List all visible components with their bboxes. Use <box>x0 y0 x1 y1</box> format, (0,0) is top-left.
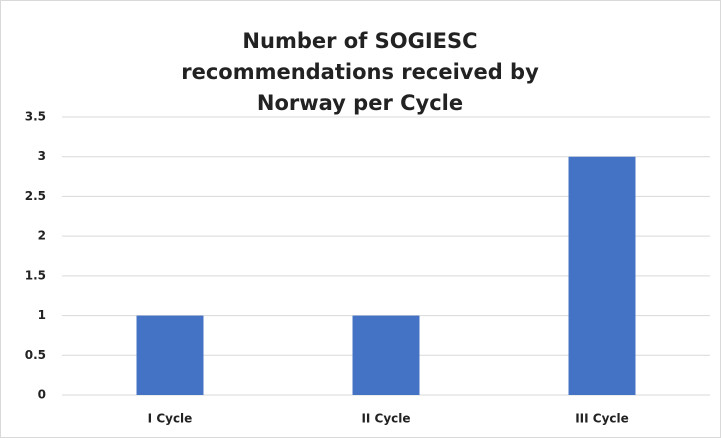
y-tick-label: 2.5 <box>25 189 46 203</box>
y-tick-label: 1.5 <box>25 268 46 282</box>
bar <box>136 315 204 395</box>
x-tick-label: II Cycle <box>361 412 410 426</box>
chart-title: Number of SOGIESC recommendations receiv… <box>181 29 539 115</box>
bar <box>352 315 420 395</box>
y-tick-label: 3.5 <box>25 110 46 124</box>
y-tick-label: 0.5 <box>25 348 46 362</box>
y-tick-label: 0 <box>38 388 46 402</box>
y-tick-label: 3 <box>38 149 46 163</box>
x-tick-label: III Cycle <box>575 412 629 426</box>
bar <box>568 156 636 395</box>
y-tick-label: 1 <box>38 308 46 322</box>
y-tick-label: 2 <box>38 229 46 243</box>
x-tick-label: I Cycle <box>148 412 193 426</box>
